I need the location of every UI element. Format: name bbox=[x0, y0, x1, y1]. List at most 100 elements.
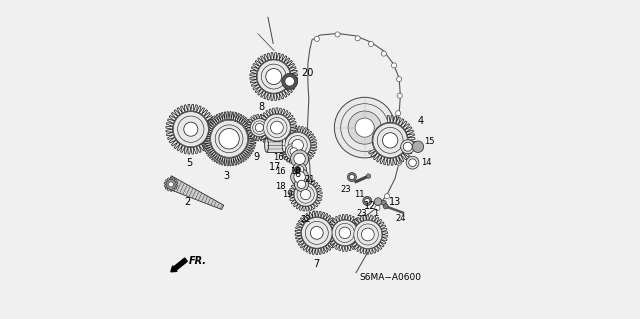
Circle shape bbox=[374, 198, 382, 205]
Polygon shape bbox=[250, 53, 298, 100]
Circle shape bbox=[305, 221, 328, 244]
Polygon shape bbox=[282, 139, 306, 164]
Circle shape bbox=[334, 97, 395, 158]
Circle shape bbox=[284, 132, 311, 159]
Circle shape bbox=[253, 121, 266, 134]
Circle shape bbox=[335, 223, 355, 242]
Circle shape bbox=[362, 228, 374, 241]
Circle shape bbox=[340, 104, 388, 152]
Circle shape bbox=[397, 77, 402, 82]
Circle shape bbox=[392, 63, 397, 68]
Circle shape bbox=[335, 32, 340, 37]
Polygon shape bbox=[257, 108, 297, 147]
Circle shape bbox=[257, 60, 291, 93]
Text: 20: 20 bbox=[301, 68, 313, 78]
FancyArrow shape bbox=[171, 258, 188, 272]
Polygon shape bbox=[164, 177, 178, 191]
Ellipse shape bbox=[265, 138, 269, 152]
Circle shape bbox=[409, 159, 417, 167]
Text: 8: 8 bbox=[258, 102, 264, 112]
Circle shape bbox=[383, 133, 398, 148]
Text: 2: 2 bbox=[184, 197, 191, 207]
Circle shape bbox=[292, 163, 307, 177]
Circle shape bbox=[301, 189, 311, 200]
Circle shape bbox=[166, 180, 176, 189]
Polygon shape bbox=[278, 126, 317, 164]
Circle shape bbox=[314, 36, 319, 41]
Circle shape bbox=[366, 174, 371, 178]
Text: FR.: FR. bbox=[189, 256, 207, 266]
Circle shape bbox=[291, 150, 308, 168]
Circle shape bbox=[250, 118, 269, 137]
Circle shape bbox=[261, 64, 286, 89]
Text: S6MA−A0600: S6MA−A0600 bbox=[360, 273, 422, 282]
Circle shape bbox=[332, 220, 358, 246]
Text: 12: 12 bbox=[364, 201, 376, 211]
Circle shape bbox=[401, 140, 415, 154]
Polygon shape bbox=[295, 211, 339, 255]
Text: 21: 21 bbox=[304, 175, 314, 184]
Circle shape bbox=[348, 173, 356, 182]
Circle shape bbox=[173, 112, 209, 147]
Circle shape bbox=[385, 194, 390, 199]
Circle shape bbox=[365, 198, 370, 204]
Circle shape bbox=[375, 205, 380, 211]
Circle shape bbox=[266, 69, 282, 85]
Text: 19: 19 bbox=[282, 190, 293, 199]
Circle shape bbox=[330, 221, 335, 226]
Circle shape bbox=[339, 227, 351, 239]
Circle shape bbox=[372, 122, 408, 158]
Circle shape bbox=[310, 226, 323, 239]
Circle shape bbox=[301, 217, 333, 249]
Text: 23: 23 bbox=[341, 185, 351, 194]
Text: 9: 9 bbox=[253, 152, 259, 162]
Ellipse shape bbox=[282, 138, 286, 152]
Circle shape bbox=[285, 143, 302, 160]
Circle shape bbox=[285, 77, 294, 86]
Circle shape bbox=[285, 132, 310, 158]
Polygon shape bbox=[166, 104, 216, 154]
Circle shape bbox=[297, 186, 314, 203]
Circle shape bbox=[294, 182, 317, 207]
Circle shape bbox=[369, 41, 374, 47]
Circle shape bbox=[219, 129, 239, 149]
Text: 1: 1 bbox=[373, 209, 378, 218]
Circle shape bbox=[373, 123, 408, 158]
Circle shape bbox=[377, 127, 403, 153]
Text: 24: 24 bbox=[396, 214, 406, 223]
Circle shape bbox=[178, 116, 204, 142]
Polygon shape bbox=[348, 215, 388, 254]
Circle shape bbox=[290, 148, 298, 155]
Circle shape bbox=[294, 153, 305, 165]
Text: 16: 16 bbox=[275, 167, 285, 176]
Text: 18: 18 bbox=[275, 182, 286, 191]
Circle shape bbox=[332, 219, 358, 246]
Polygon shape bbox=[246, 114, 273, 141]
Circle shape bbox=[211, 120, 248, 157]
Text: 14: 14 bbox=[422, 158, 432, 167]
Circle shape bbox=[285, 143, 303, 160]
Circle shape bbox=[381, 200, 387, 205]
Circle shape bbox=[298, 180, 306, 189]
Circle shape bbox=[250, 119, 268, 137]
Circle shape bbox=[257, 59, 291, 94]
Circle shape bbox=[287, 145, 300, 158]
Circle shape bbox=[264, 114, 291, 141]
Circle shape bbox=[310, 210, 315, 215]
Polygon shape bbox=[202, 112, 256, 166]
Circle shape bbox=[294, 167, 301, 173]
Circle shape bbox=[403, 142, 412, 151]
Circle shape bbox=[173, 111, 209, 147]
Text: 23: 23 bbox=[356, 209, 367, 218]
Circle shape bbox=[210, 119, 248, 158]
Text: 3: 3 bbox=[223, 171, 229, 181]
Circle shape bbox=[267, 118, 287, 138]
Circle shape bbox=[215, 125, 243, 153]
Text: 7: 7 bbox=[314, 259, 320, 269]
Polygon shape bbox=[166, 176, 224, 210]
Circle shape bbox=[317, 217, 323, 222]
Circle shape bbox=[296, 166, 304, 174]
Circle shape bbox=[348, 111, 381, 144]
Circle shape bbox=[168, 182, 173, 187]
Circle shape bbox=[288, 136, 307, 155]
